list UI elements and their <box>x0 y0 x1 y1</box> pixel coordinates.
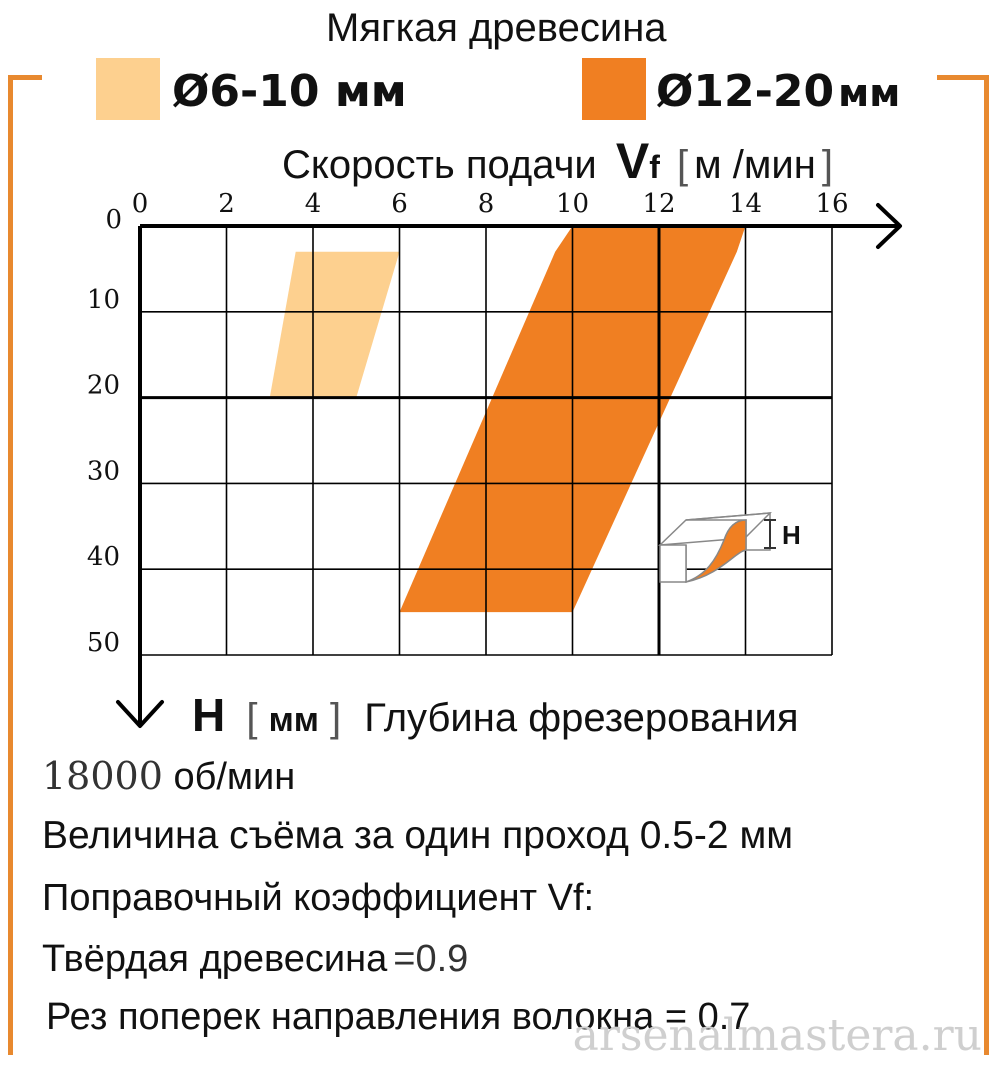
sketch-h-label: H <box>782 520 801 550</box>
x-axis-title: Скорость подачи Vf [м /мин] <box>282 132 833 190</box>
legend-swatch-small <box>96 58 160 120</box>
x-axis-arrow <box>876 203 902 249</box>
x-tick-label-5: 10 <box>556 189 589 219</box>
legend-label-small: Ø6-10 мм <box>172 66 407 117</box>
x-tick-label-3: 6 <box>391 189 408 219</box>
x-tick-label-8: 16 <box>815 189 848 219</box>
workpiece-sketch: H <box>657 512 801 584</box>
y-tick-label-4: 40 <box>87 542 120 572</box>
cross-grain-line: Рез поперек направления волокна = 0.7 <box>46 996 751 1038</box>
x-axis-unit-close: ] <box>821 143 833 187</box>
legend-swatch-large <box>582 58 646 120</box>
removal-line: Величина съёма за один проход 0.5-2 мм <box>42 814 794 857</box>
y-axis-unit-open: [ <box>246 696 258 740</box>
x-axis-name: Скорость подачи <box>282 143 597 187</box>
x-tick-label-6: 12 <box>642 189 675 219</box>
x-tick-label-2: 4 <box>305 189 322 219</box>
x-axis-unit-open: [ <box>677 143 689 187</box>
correction-title: Поправочный коэффициент Vf: <box>42 877 595 919</box>
legend-label-large: Ø12-20 мм <box>656 66 900 117</box>
hard-wood-value: =0.9 <box>393 938 469 980</box>
x-tick-label-7: 14 <box>729 189 762 219</box>
y-tick-label-2: 20 <box>87 371 120 401</box>
rpm-line: 18000 об/мин <box>42 754 295 799</box>
frame-top-right <box>937 75 989 80</box>
y-tick-label-3: 30 <box>87 456 120 486</box>
hard-wood-label: Твёрдая древесина <box>42 938 388 980</box>
y-axis-symbol: H <box>192 689 226 741</box>
frame-right-vertical <box>984 75 989 1055</box>
x-axis-symbol: Vf <box>616 133 660 189</box>
legend-label-large-unit: мм <box>838 71 901 115</box>
series-area-0 <box>269 251 400 398</box>
frame-left-vertical <box>8 75 13 1055</box>
y-axis-unit: мм <box>268 701 319 739</box>
y-axis-title: H [ мм ] Глубина фрезерования <box>192 688 799 742</box>
frame-top-left <box>8 75 42 80</box>
x-axis-unit: м /мин <box>694 143 816 187</box>
hard-wood-line: Твёрдая древесина =0.9 <box>42 938 468 981</box>
watermark-text: arsenalmastera.ru <box>572 1010 982 1061</box>
x-tick-label-1: 2 <box>218 189 235 219</box>
y-axis-name: Глубина фрезерования <box>364 696 799 740</box>
legend-label-large-range: Ø12-20 <box>656 66 835 117</box>
y-tick-label-5: 50 <box>87 628 120 658</box>
rpm-unit: об/мин <box>173 756 296 798</box>
x-tick-label-4: 8 <box>478 189 495 219</box>
y-axis-unit-close: ] <box>330 696 342 740</box>
y-tick-label-0: 0 <box>105 205 122 235</box>
x-axis-symbol-v: V <box>615 133 650 189</box>
x-tick-label-0: 0 <box>132 189 149 219</box>
rpm-value: 18000 <box>42 754 163 798</box>
chart-title: Мягкая древесина <box>326 6 667 50</box>
y-tick-label-1: 10 <box>87 285 120 315</box>
chart-plot: 0 2 4 6 8 10 12 14 16 0 10 20 30 40 50 H <box>87 189 902 728</box>
y-axis-arrow <box>116 700 164 728</box>
x-axis-symbol-sub: f <box>649 149 660 185</box>
